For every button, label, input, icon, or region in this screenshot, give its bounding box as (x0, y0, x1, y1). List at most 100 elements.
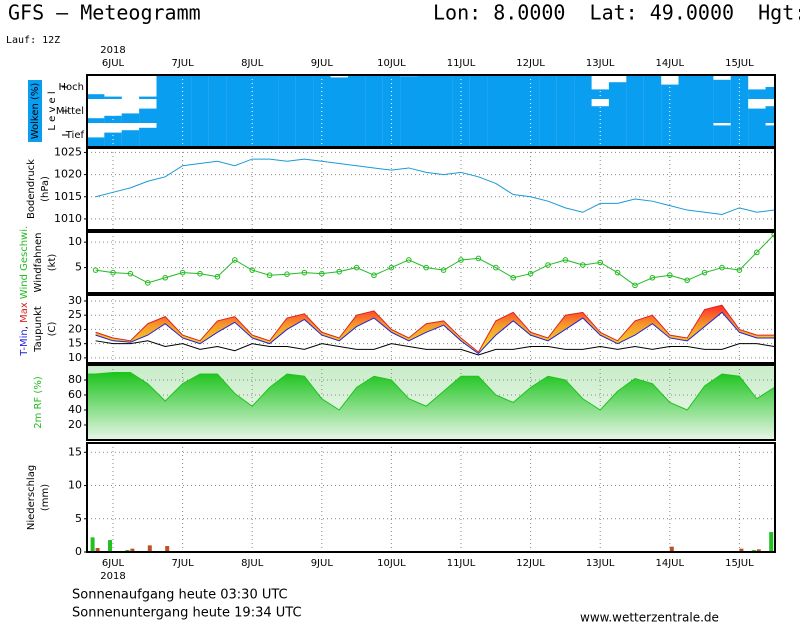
x-tick-label: 11JUL (447, 58, 476, 69)
panel (87, 75, 775, 147)
point (406, 257, 412, 263)
cloud-cell (260, 99, 279, 123)
x-tick-label: 7JUL (171, 558, 194, 569)
label-part: Wind Geschwi. (19, 226, 30, 299)
cloud-cell (608, 82, 627, 99)
cloud-cell (139, 127, 157, 147)
cloud-cell (87, 137, 105, 147)
cloud-cell (539, 99, 557, 123)
y-axis-label: Taupunkt (33, 306, 44, 353)
panel (87, 365, 775, 440)
point (145, 280, 151, 286)
label-part: T-Min (19, 329, 30, 357)
cloud-cell (226, 99, 244, 123)
cloud-cell (574, 75, 592, 99)
series-line (95, 311, 775, 355)
cloud-cell (365, 123, 383, 147)
y-axis-label: Wind Geschwi. (19, 226, 30, 299)
sunset: Sonnenuntergang heute 19:34 UTC (72, 606, 302, 621)
point (127, 270, 134, 277)
cloud-cell (87, 118, 105, 123)
cloud-cell (208, 75, 227, 99)
point (632, 282, 638, 289)
label-part: Max (19, 302, 30, 323)
cloud-cell (104, 96, 122, 99)
panel (87, 148, 775, 230)
cloud-cell (504, 75, 522, 99)
x-tick-label: 13JUL (586, 58, 615, 69)
y-tick-label: 5 (75, 512, 82, 525)
cloud-cell (191, 123, 209, 147)
point (440, 267, 447, 273)
x-tick-label: 8JUL (241, 58, 264, 69)
bar (147, 545, 152, 552)
cloud-cell (400, 76, 418, 99)
label-part: Bodendruck (26, 159, 37, 219)
y-tick-label: 10 (68, 351, 82, 364)
point (701, 269, 708, 276)
point (249, 267, 255, 273)
cloud-cell (748, 89, 766, 99)
label-part: , (19, 323, 30, 329)
point (649, 274, 656, 281)
cloud-cell (156, 99, 174, 123)
x-tick-label: 11JUL (447, 558, 476, 569)
x-tick-label: 10JUL (377, 558, 406, 569)
y-tick-label: 1015 (54, 190, 82, 203)
cloud-cell (748, 123, 766, 147)
point (388, 264, 395, 271)
cloud-cell (487, 75, 505, 99)
x-tick-label: 14JUL (656, 58, 685, 69)
cloud-cell (504, 123, 522, 147)
panel-frame (86, 442, 776, 553)
y-axis-label: Windfahnen (33, 233, 44, 293)
cloud-cell (556, 75, 575, 99)
y-tick-label: 20 (68, 418, 82, 431)
cloud-cell (469, 99, 488, 123)
cloud-cell (713, 79, 731, 99)
x-tick-label: 15JUL (725, 558, 754, 569)
cloud-cell (678, 75, 696, 99)
cloud-cell (765, 87, 775, 99)
run: Lauf: 12Z (6, 35, 60, 46)
point (545, 262, 551, 268)
y-tick-label: 30 (68, 294, 82, 307)
point (197, 270, 203, 277)
year-label: 2018 (100, 571, 125, 582)
cloud-cell (556, 99, 575, 123)
cloud-cell (226, 123, 244, 147)
cloud-cell (278, 123, 296, 147)
y-tick-label: 15 (68, 445, 82, 458)
series-line (95, 304, 775, 353)
cloud-cell (591, 106, 609, 123)
cloud-cell (748, 108, 766, 123)
y-tick-label: 1020 (54, 168, 82, 181)
cloud-cell (434, 99, 453, 123)
cloud-cell (695, 123, 714, 147)
level-label: Mittel (56, 106, 84, 117)
cloud-cell (713, 125, 731, 147)
y-tick-label: 1025 (54, 145, 82, 158)
cloud-cell (400, 99, 418, 123)
cloud-cell (139, 108, 157, 123)
ylabel-box (28, 80, 42, 142)
point (510, 274, 517, 281)
cloud-cell (608, 99, 627, 123)
point (423, 264, 430, 271)
y-tick-label: 40 (68, 403, 82, 416)
label-part: (mm) (40, 484, 51, 511)
bar (756, 549, 761, 552)
y-tick-label: 20 (68, 322, 82, 335)
cloud-cell (487, 99, 505, 123)
cloud-cell (365, 99, 383, 123)
label-part: Niederschlag (26, 465, 37, 530)
point (301, 269, 308, 276)
cloud-cell (678, 123, 696, 147)
point (266, 272, 273, 279)
cloud-cell (417, 99, 435, 123)
sunrise: Sonnenaufgang heute 03:30 UTC (72, 588, 288, 603)
cloud-cell (417, 123, 435, 147)
cloud-cell (295, 123, 314, 147)
cloud-cell (643, 75, 662, 99)
year-label: 2018 (100, 45, 125, 56)
